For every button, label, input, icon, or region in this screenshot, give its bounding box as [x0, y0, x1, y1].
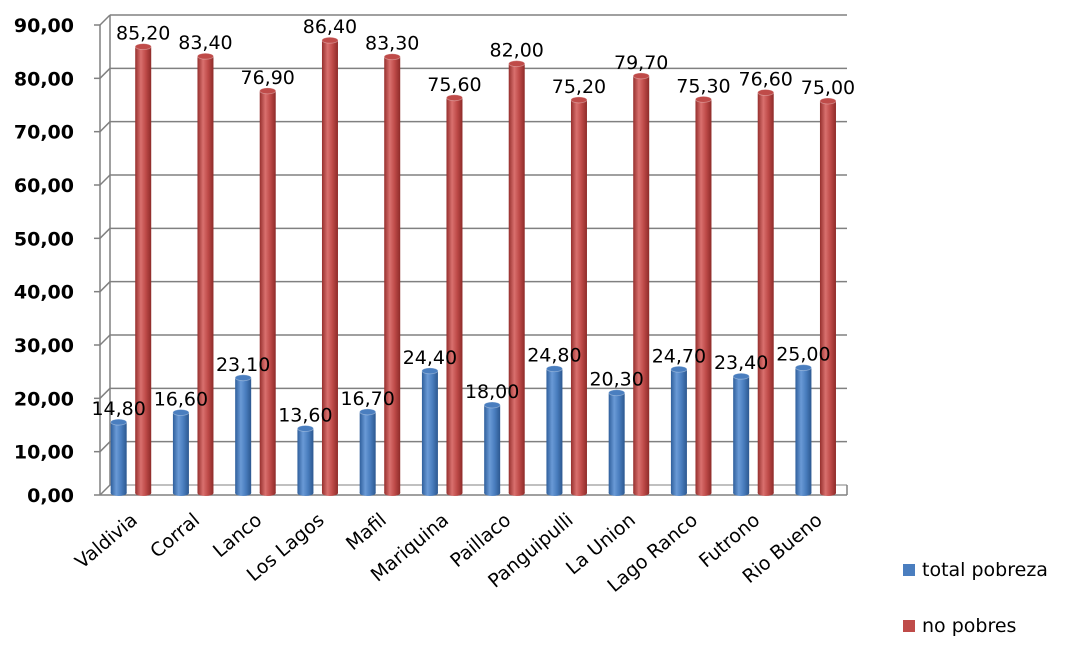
- legend-item: total pobreza: [903, 559, 1048, 581]
- gridline-diagonal: [99, 441, 111, 453]
- bar-total-pobreza: [421, 367, 439, 496]
- gridline-diagonal: [99, 227, 111, 239]
- data-label: 13,60: [278, 404, 332, 426]
- legend-label: no pobres: [922, 615, 1016, 637]
- bar-total-pobreza: [172, 409, 190, 496]
- data-label: 24,70: [652, 345, 706, 367]
- data-label: 82,00: [490, 40, 544, 62]
- gridline-diagonal: [99, 14, 111, 26]
- data-label: 75,00: [801, 77, 855, 99]
- data-label: 75,30: [676, 75, 730, 97]
- legend-swatch: [903, 564, 915, 576]
- data-label: 14,80: [91, 398, 145, 420]
- y-tick-label: 80,00: [14, 68, 74, 90]
- bar-total-pobreza: [297, 425, 314, 496]
- x-category-label: Mafil: [342, 509, 391, 555]
- bar-total-pobreza: [234, 374, 252, 496]
- bar-no-pobres: [695, 96, 712, 496]
- bar-total-pobreza: [110, 418, 128, 496]
- floor-left-edge: [99, 484, 111, 496]
- bar-no-pobres: [446, 94, 463, 496]
- data-label: 24,40: [403, 347, 457, 369]
- data-label: 83,30: [365, 33, 419, 55]
- data-label: 18,00: [465, 381, 519, 403]
- data-label: 23,10: [216, 354, 270, 376]
- bar-total-pobreza: [483, 401, 501, 496]
- bar-total-pobreza: [670, 365, 688, 496]
- y-tick-label: 40,00: [14, 282, 74, 304]
- legend-swatch: [903, 620, 915, 632]
- bar-no-pobres: [819, 97, 837, 496]
- data-label: 24,80: [527, 345, 581, 367]
- y-tick-labels: 0,00 10,00 20,00 30,00 40,00 50,00 60,00 70,00 8…: [14, 15, 74, 507]
- bar-total-pobreza: [546, 365, 563, 496]
- axes: [94, 15, 848, 496]
- bars: [110, 36, 837, 496]
- x-category-label: Corral: [146, 509, 204, 563]
- bar-total-pobreza: [732, 372, 750, 496]
- data-labels: 14,80 85,20 16,60 83,40 23,10 76,90 13,60 86,40…: [91, 16, 855, 426]
- data-label: 16,70: [340, 388, 394, 410]
- data-label: 75,60: [427, 74, 481, 96]
- bar-no-pobres: [259, 87, 277, 496]
- bar-total-pobreza: [795, 364, 812, 496]
- y-tick-label: 30,00: [14, 335, 74, 357]
- gridline-diagonal: [99, 334, 111, 346]
- legend-label: total pobreza: [922, 559, 1048, 581]
- bar-total-pobreza: [608, 389, 626, 496]
- x-category-label: Lanco: [209, 509, 266, 562]
- bar-no-pobres: [757, 89, 775, 496]
- x-category-label: Valdivia: [71, 509, 142, 573]
- data-label: 16,60: [154, 388, 208, 410]
- bar-total-pobreza: [359, 408, 377, 496]
- data-label: 75,20: [552, 76, 606, 98]
- y-tick-label: 60,00: [14, 175, 74, 197]
- grid-lines: [99, 14, 847, 453]
- bar-no-pobres: [632, 72, 650, 496]
- bar-no-pobres: [134, 43, 152, 496]
- bar-no-pobres: [321, 36, 339, 496]
- data-label: 25,00: [776, 344, 830, 366]
- data-label: 85,20: [116, 23, 170, 45]
- gridline-diagonal: [99, 387, 111, 399]
- data-label: 86,40: [303, 16, 357, 38]
- gridline-diagonal: [99, 121, 111, 133]
- data-label: 76,90: [241, 67, 295, 89]
- y-tick-label: 70,00: [14, 122, 74, 144]
- y-tick-label: 10,00: [14, 442, 74, 464]
- bar-no-pobres: [383, 53, 401, 496]
- bar-no-pobres: [197, 52, 214, 496]
- legend-item: no pobres: [903, 615, 1016, 637]
- data-label: 79,70: [614, 52, 668, 74]
- y-tick-label: 50,00: [14, 228, 74, 250]
- y-tick-label: 90,00: [14, 15, 74, 37]
- bar-no-pobres: [570, 96, 588, 496]
- legend: total pobreza no pobres: [903, 559, 1048, 637]
- y-tick-label: 20,00: [14, 388, 74, 410]
- y-tick-label: 0,00: [27, 485, 74, 507]
- data-label: 23,40: [714, 352, 768, 374]
- gridline-diagonal: [99, 174, 111, 186]
- data-label: 83,40: [178, 32, 232, 54]
- data-label: 76,60: [739, 68, 793, 90]
- gridline-diagonal: [99, 67, 111, 79]
- bar-no-pobres: [508, 60, 526, 496]
- data-label: 20,30: [589, 369, 643, 391]
- gridline-diagonal: [99, 281, 111, 293]
